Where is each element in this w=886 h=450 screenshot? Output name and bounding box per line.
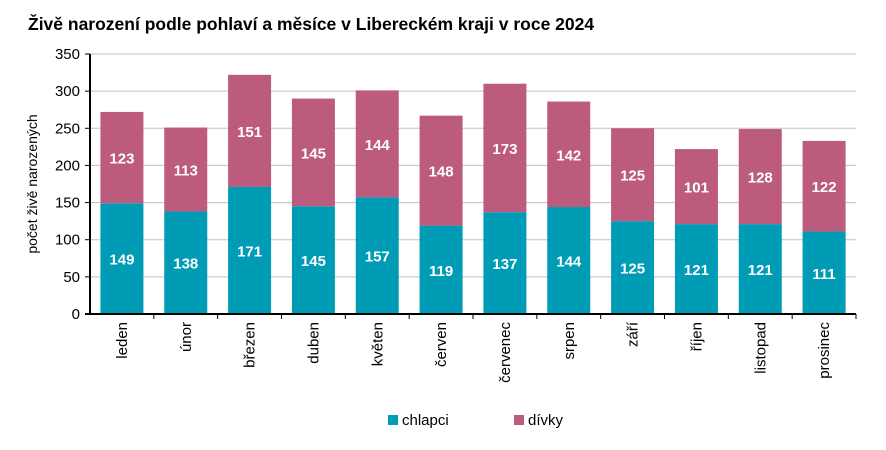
data-label: 142: [556, 147, 581, 164]
data-label: 125: [620, 168, 645, 185]
data-label: 121: [684, 262, 709, 279]
y-tick-label: 50: [63, 269, 80, 286]
x-tick-label: červenec: [497, 322, 514, 383]
bar-chlapci: [164, 211, 208, 314]
bar-chlapci: [419, 225, 463, 314]
data-label: 151: [237, 124, 262, 141]
bar-dívky: [483, 83, 527, 213]
data-label: 119: [429, 263, 453, 280]
x-tick-label: leden: [114, 322, 131, 359]
bar-chlapci: [674, 224, 718, 314]
bar-dívky: [611, 128, 655, 222]
bar-dívky: [100, 111, 144, 204]
bar-dívky: [547, 101, 591, 208]
data-label: 173: [492, 141, 517, 158]
x-tick-label: prosinec: [816, 322, 833, 379]
bar-chlapci: [228, 186, 272, 314]
x-tick-label: říjen: [688, 322, 705, 351]
bar-chlapci: [355, 197, 399, 314]
x-tick-label: květen: [369, 322, 386, 366]
bar-dívky: [802, 140, 846, 232]
legend-swatch-dívky: [514, 415, 524, 425]
x-tick-label: únor: [178, 322, 195, 352]
bar-chlapci: [291, 206, 335, 314]
bar-dívky: [738, 129, 782, 225]
y-tick-label: 250: [55, 120, 80, 137]
bar-dívky: [291, 98, 335, 207]
data-label: 149: [109, 252, 134, 269]
data-label: 144: [365, 137, 391, 154]
data-label: 137: [492, 256, 517, 273]
x-tick-label: září: [625, 321, 642, 347]
bar-dívky: [164, 127, 208, 212]
bar-chlapci: [738, 224, 782, 314]
y-tick-label: 150: [55, 195, 80, 212]
y-axis-label: počet živě narozených: [24, 114, 40, 253]
bar-chlapci: [483, 212, 527, 314]
x-tick-label: březen: [242, 322, 259, 368]
bar-chlapci: [611, 221, 655, 314]
data-label: 125: [620, 261, 645, 278]
data-label: 123: [109, 151, 134, 168]
data-label: 144: [556, 254, 582, 271]
data-label: 122: [812, 179, 837, 196]
data-label: 145: [301, 253, 326, 270]
y-tick-label: 300: [55, 83, 80, 100]
bar-chlapci: [100, 203, 144, 314]
y-tick-label: 200: [55, 157, 80, 174]
bar-dívky: [355, 90, 399, 198]
data-label: 111: [812, 266, 835, 283]
y-tick-label: 100: [55, 232, 80, 249]
data-label: 148: [429, 164, 454, 181]
y-tick-label: 350: [55, 46, 80, 63]
bar-dívky: [228, 74, 272, 187]
legend-swatch-chlapci: [388, 415, 398, 425]
data-label: 121: [748, 262, 773, 279]
bar-dívky: [419, 115, 463, 226]
legend-label: chlapci: [402, 412, 449, 429]
chart-title: Živě narození podle pohlaví a měsíce v L…: [28, 14, 595, 34]
data-label: 157: [365, 249, 390, 266]
data-label: 145: [301, 145, 326, 162]
data-label: 138: [173, 256, 198, 273]
bar-chlapci: [547, 207, 591, 314]
data-label: 113: [174, 163, 198, 180]
bar-dívky: [674, 149, 718, 225]
legend-label: dívky: [528, 412, 564, 429]
x-tick-label: srpen: [561, 322, 578, 360]
bar-chlapci: [802, 231, 846, 314]
x-tick-label: listopad: [752, 322, 769, 374]
data-label: 101: [684, 180, 709, 197]
data-label: 128: [748, 170, 773, 187]
data-label: 171: [237, 243, 262, 260]
x-tick-label: duben: [305, 322, 322, 364]
y-tick-label: 0: [72, 306, 80, 323]
x-tick-label: červen: [433, 322, 450, 367]
